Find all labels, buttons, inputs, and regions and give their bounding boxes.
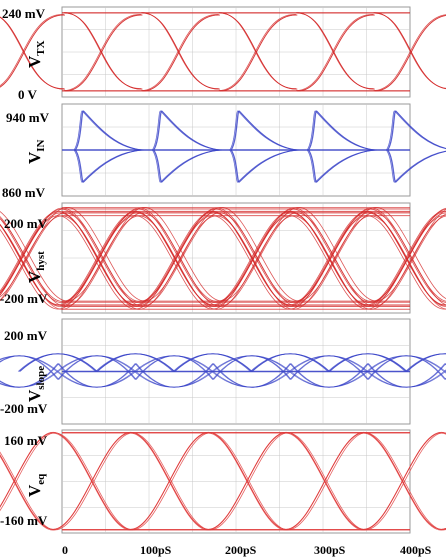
panel-vtx xyxy=(0,6,446,98)
ylabel-vhyst: Vhyst xyxy=(25,251,47,283)
ylabel-vhyst-sub: hyst xyxy=(35,251,47,271)
ylabel-vslope: Vslope xyxy=(25,366,47,402)
panel-veq xyxy=(0,429,446,534)
grid-vtx xyxy=(62,7,410,97)
ylabel-vin-main: V xyxy=(25,151,44,164)
x-tick-0: 0 xyxy=(62,543,68,557)
panel-vin xyxy=(61,103,446,197)
series-trace xyxy=(0,211,446,306)
ylabel-vslope-main: V xyxy=(25,389,44,402)
ylabel-vin-sub: IN xyxy=(35,139,47,151)
series-trace xyxy=(74,110,446,183)
tick-label-vtx-bottom: 0 V xyxy=(18,87,38,102)
traces-vhyst xyxy=(0,207,446,310)
panel-vhyst xyxy=(0,202,446,314)
series-trace xyxy=(0,431,446,530)
series-trace xyxy=(0,210,446,306)
ylabel-vin: VIN xyxy=(25,139,47,164)
traces-veq xyxy=(0,431,446,531)
tick-label-vin-top: 940 mV xyxy=(6,110,50,125)
series-trace xyxy=(0,12,446,89)
series-trace xyxy=(0,215,446,310)
x-tick-200: 200pS xyxy=(225,543,257,557)
x-tick-100: 100pS xyxy=(140,543,172,557)
x-tick-300: 300pS xyxy=(314,543,346,557)
series-trace xyxy=(0,12,446,90)
traces-vin xyxy=(62,110,446,183)
tick-label-vslope-top: 200 mV xyxy=(4,328,48,343)
ylabel-vtx-sub: TX xyxy=(35,40,47,55)
panel-vslope xyxy=(0,318,446,425)
series-trace xyxy=(73,110,446,183)
series-trace xyxy=(0,432,446,531)
traces-vslope xyxy=(0,353,446,388)
tick-label-vin-bottom: 860 mV xyxy=(2,185,46,200)
tick-label-vtx-top: 240 mV xyxy=(2,6,46,21)
ylabel-vhyst-main: V xyxy=(25,270,44,283)
tick-label-vslope-bottom: -200 mV xyxy=(0,401,48,416)
tick-label-veq-bottom: -160 mV xyxy=(0,513,48,528)
ylabel-veq-main: V xyxy=(25,484,44,497)
ylabel-vslope-sub: slope xyxy=(35,366,47,390)
ylabel-vtx-main: V xyxy=(25,55,44,68)
tick-label-vhyst-top: 200 mV xyxy=(4,216,48,231)
series-trace xyxy=(0,207,446,302)
ylabel-veq-sub: eq xyxy=(35,473,47,485)
tick-label-vhyst-bottom: -200 mV xyxy=(0,291,48,306)
series-trace xyxy=(75,110,446,183)
ylabel-vtx: VTX xyxy=(25,40,47,68)
traces-vtx xyxy=(0,12,446,92)
x-tick-400: 400pS xyxy=(400,543,432,557)
tick-label-veq-top: 160 mV xyxy=(4,433,48,448)
ylabel-veq: Veq xyxy=(25,473,47,497)
series-trace xyxy=(0,353,446,388)
series-trace xyxy=(0,215,446,310)
